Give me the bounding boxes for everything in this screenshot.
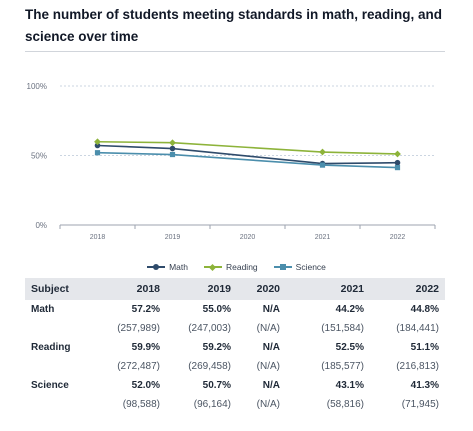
cell-pct-math-2020: N/A (262, 304, 280, 315)
cell-pct-science-2021: 43.1% (335, 380, 364, 391)
x-tick-label: 2019 (165, 234, 181, 241)
table-row-counts-math: (257,989) (247,003) (N/A) (151,584) (184,441… (25, 319, 445, 338)
line-chart: 0% 50% 100% 2018 2019 2020 2021 2022 (27, 82, 436, 241)
header-2022: 2022 (415, 283, 439, 295)
cell-pct-science-2020: N/A (262, 380, 280, 391)
row-subject-math: Math (31, 304, 55, 315)
legend-label-science: Science (295, 262, 326, 272)
point-reading-2021 (319, 148, 326, 156)
x-tick-label: 2020 (240, 234, 256, 241)
point-reading-2019 (169, 139, 176, 147)
title-divider (25, 51, 445, 52)
cell-count-science-2022: (71,945) (401, 399, 439, 410)
cell-count-math-2022: (184,441) (396, 323, 439, 334)
header-subject: Subject (31, 283, 69, 295)
header-2019: 2019 (207, 283, 231, 295)
data-table: Subject 2018 2019 2020 2021 2022 Math 57.… (25, 278, 445, 414)
legend-swatch-math (147, 262, 166, 272)
table-header: Subject 2018 2019 2020 2021 2022 (25, 278, 445, 300)
cell-pct-reading-2018: 59.9% (131, 342, 160, 353)
point-math-2018 (94, 142, 101, 149)
legend-item-science: Science (273, 262, 326, 272)
cell-count-math-2019: (247,003) (188, 323, 231, 334)
cell-count-reading-2019: (269,458) (188, 361, 231, 372)
point-math-2019 (169, 145, 176, 152)
table-row-counts-reading: (272,487) (269,458) (N/A) (185,577) (216,813… (25, 357, 445, 376)
row-subject-science: Science (31, 380, 69, 391)
table-row-reading: Reading 59.9% 59.2% N/A 52.5% 51.1% (25, 338, 445, 357)
x-tick-label: 2018 (90, 234, 106, 241)
x-tick-label: 2022 (390, 234, 406, 241)
series-line-science (97, 151, 398, 169)
header-2021: 2021 (340, 283, 364, 295)
cell-count-reading-2018: (272,487) (117, 361, 160, 372)
point-science-2019 (169, 151, 176, 158)
series-line-math (97, 144, 398, 165)
cell-count-reading-2020: (N/A) (256, 361, 280, 372)
cell-pct-math-2022: 44.8% (410, 304, 439, 315)
legend-item-math: Math (147, 262, 188, 272)
cell-count-reading-2022: (216,813) (396, 361, 439, 372)
cell-pct-reading-2020: N/A (262, 342, 280, 353)
legend-swatch-science (273, 262, 292, 272)
cell-count-reading-2021: (185,577) (321, 361, 364, 372)
cell-pct-math-2018: 57.2% (131, 304, 160, 315)
table-row-math: Math 57.2% 55.0% N/A 44.2% 44.8% (25, 300, 445, 319)
legend-swatch-reading (203, 262, 222, 272)
cell-pct-reading-2019: 59.2% (202, 342, 231, 353)
point-science-2022 (394, 164, 401, 171)
cell-count-science-2021: (58,816) (326, 399, 364, 410)
chart-title: The number of students meeting standards… (25, 7, 443, 44)
row-subject-reading: Reading (31, 342, 71, 353)
y-tick-label: 0% (35, 221, 47, 230)
y-tick-label: 50% (31, 152, 47, 161)
table-row-science: Science 52.0% 50.7% N/A 43.1% 41.3% (25, 376, 445, 395)
point-science-2021 (319, 162, 326, 168)
cell-pct-math-2021: 44.2% (335, 304, 364, 315)
cell-pct-reading-2022: 51.1% (410, 342, 439, 353)
chart-legend: Math Reading Science (0, 262, 473, 272)
cell-pct-science-2022: 41.3% (410, 380, 439, 391)
legend-label-math: Math (169, 262, 188, 272)
cell-pct-science-2019: 50.7% (202, 380, 231, 391)
cell-pct-science-2018: 52.0% (131, 380, 160, 391)
point-reading-2018 (94, 138, 101, 146)
y-tick-label: 100% (27, 82, 47, 91)
point-reading-2022 (394, 150, 401, 158)
header-2020: 2020 (256, 283, 280, 295)
point-science-2018 (94, 150, 101, 156)
cell-pct-math-2019: 55.0% (202, 304, 231, 315)
x-tick-label: 2021 (315, 234, 331, 241)
header-2018: 2018 (136, 283, 160, 295)
cell-pct-reading-2021: 52.5% (335, 342, 364, 353)
point-math-2022 (394, 159, 401, 166)
series-line-reading (97, 140, 398, 155)
legend-label-reading: Reading (225, 262, 258, 272)
legend-item-reading: Reading (203, 262, 258, 272)
cell-count-math-2021: (151,584) (321, 323, 364, 334)
cell-count-science-2018: (98,588) (122, 399, 160, 410)
cell-count-math-2018: (257,989) (117, 323, 160, 334)
cell-count-science-2020: (N/A) (256, 399, 280, 410)
cell-count-math-2020: (N/A) (256, 323, 280, 334)
table-row-counts-science: (98,588) (96,164) (N/A) (58,816) (71,945) (25, 395, 445, 414)
table-body: Math 57.2% 55.0% N/A 44.2% 44.8% (257,989) (247… (25, 300, 445, 414)
cell-count-science-2019: (96,164) (193, 399, 231, 410)
